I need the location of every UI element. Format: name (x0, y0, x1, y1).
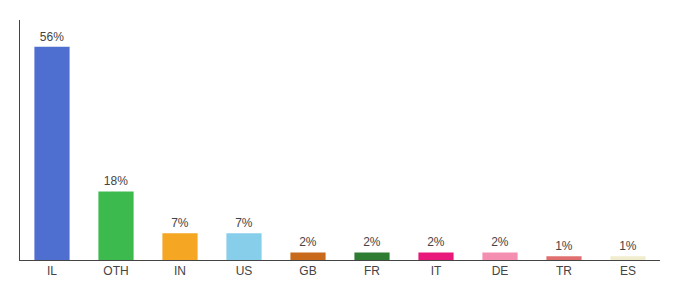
svg-text:TR: TR (556, 264, 572, 278)
svg-text:7%: 7% (235, 216, 253, 230)
svg-text:7%: 7% (171, 216, 189, 230)
svg-text:2%: 2% (299, 235, 317, 249)
svg-text:GB: GB (299, 264, 316, 278)
svg-text:18%: 18% (104, 174, 128, 188)
svg-text:56%: 56% (40, 30, 64, 44)
svg-text:2%: 2% (363, 235, 381, 249)
svg-text:2%: 2% (491, 235, 509, 249)
svg-text:1%: 1% (619, 239, 637, 253)
svg-text:ES: ES (620, 264, 636, 278)
svg-text:1%: 1% (555, 239, 573, 253)
svg-text:US: US (236, 264, 253, 278)
svg-text:IN: IN (174, 264, 186, 278)
svg-text:OTH: OTH (103, 264, 128, 278)
svg-text:2%: 2% (427, 235, 445, 249)
svg-text:FR: FR (364, 264, 380, 278)
svg-text:IT: IT (431, 264, 442, 278)
svg-text:IL: IL (47, 264, 57, 278)
svg-text:DE: DE (492, 264, 509, 278)
